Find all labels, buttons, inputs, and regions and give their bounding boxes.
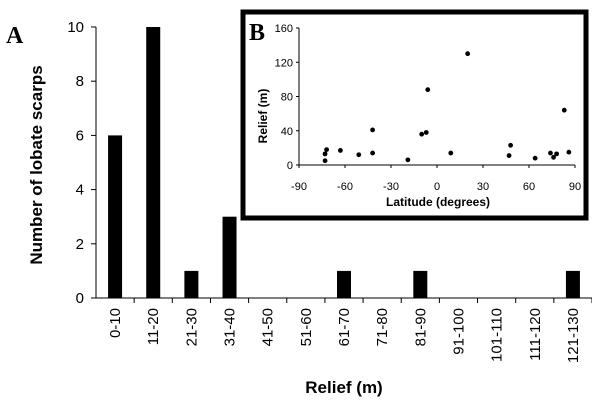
histogram-x-tick-label: 101-110 [489,308,506,362]
histogram-x-tick-label: 0-10 [107,308,124,338]
histogram-y-tick-label: 0 [76,290,84,307]
histogram-x-ticks: 0-10 11-20 21-30 31-40 41-50 51-60 61-70 71-80 8… [107,298,592,363]
scatter-panel-b: B Relief (m) Latitude (degrees) 0 40 80 120… [240,9,589,221]
scatter-x-tick-label: 30 [477,181,489,193]
scatter-point [548,150,553,156]
histogram-bar-0-10 [108,135,123,298]
histogram-bars [108,27,580,298]
scatter-point [405,157,411,163]
histogram-x-tick-label: 41-50 [260,308,277,346]
histogram-bar-11-20 [146,27,161,298]
scatter-point [448,150,454,156]
histogram-y-tick-label: 2 [76,236,84,253]
scatter-point [566,149,572,155]
scatter-point [506,153,512,158]
histogram-y-tick-label: 4 [76,182,84,199]
scatter-point [419,131,425,137]
scatter-y-tick-label: 0 [287,160,293,172]
panel-b-letter: B [249,20,265,46]
histogram-x-tick-label: 91-100 [450,308,467,355]
histogram-y-tick-label: 8 [76,73,84,90]
scatter-x-tick-label: -30 [383,181,399,193]
scatter-y-tick-label: 40 [281,126,293,138]
scatter-point [338,148,343,153]
scatter-point [532,155,538,161]
scatter-point [423,130,429,135]
scatter-point [370,150,375,156]
histogram-x-tick-label: 31-40 [222,308,239,346]
scatter-y-tick-label: 120 [275,57,293,69]
histogram-bar-121-130 [565,270,580,298]
scatter-point [324,147,329,152]
histogram-x-axis-title: Relief (m) [305,378,382,397]
scatter-x-tick-label: -60 [337,181,353,193]
histogram-bar-61-70 [337,270,351,298]
histogram-x-tick-label: 51-60 [298,308,315,346]
scatter-point [508,142,513,148]
scatter-y-ticks: 0 40 80 120 160 [275,23,299,172]
panel-a-letter: A [6,23,24,49]
scatter-point [554,151,559,157]
scatter-point [425,87,431,93]
inset-frame [240,9,589,221]
scatter-x-tick-label: 60 [523,181,535,193]
histogram-y-tick-label: 10 [67,19,84,36]
scatter-y-tick-label: 80 [281,92,293,104]
histogram-x-tick-label: 111-120 [527,308,544,361]
histogram-y-tick-label: 6 [76,127,84,144]
histogram-panel-a: A Number of lobate scarps Relief (m) 0 2 4… [6,19,592,397]
histogram-x-tick-label: 11-20 [145,308,162,345]
scatter-y-tick-label: 160 [275,23,293,35]
scatter-x-tick-label: 0 [434,181,440,193]
histogram-x-tick-label: 81-90 [412,308,429,346]
scatter-point [322,151,328,157]
scatter-point [561,107,567,113]
scatter-y-axis-title: Relief (m) [256,89,270,144]
scatter-point [370,127,375,133]
histogram-x-tick-label: 21-30 [183,308,200,346]
histogram-x-tick-label: 121-130 [565,308,582,363]
histogram-y-axis-title: Number of lobate scarps [27,65,46,264]
scatter-points [322,51,572,164]
histogram-x-tick-label: 71-80 [374,308,391,346]
scatter-point [465,51,471,57]
scatter-point [322,158,328,164]
scatter-x-ticks: -90 -60 -30 0 30 60 90 [291,165,581,193]
scatter-x-axis-title: Latitude (degrees) [386,195,490,209]
histogram-bar-81-90 [413,270,428,298]
scatter-point [356,152,362,158]
scatter-point [551,154,556,160]
histogram-bar-31-40 [222,216,237,298]
scatter-x-tick-label: 90 [569,181,581,193]
histogram-x-tick-label: 61-70 [336,308,353,346]
histogram-bar-21-30 [184,270,199,298]
histogram-y-ticks: 0 2 4 6 8 10 [67,19,96,307]
scatter-x-tick-label: -90 [291,181,307,193]
